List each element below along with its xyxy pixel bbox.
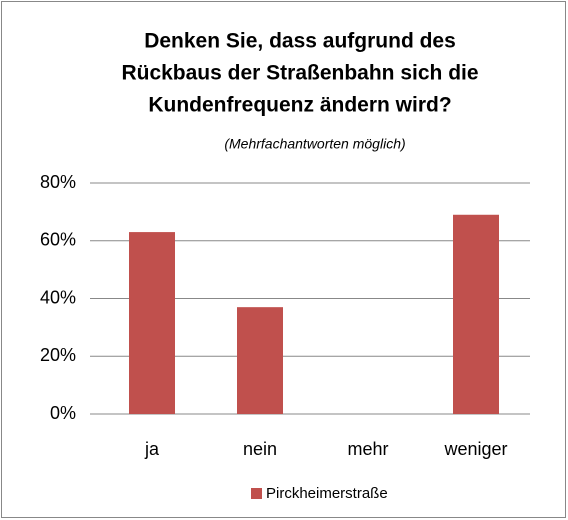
chart-title-line: Denken Sie, dass aufgrund des — [144, 30, 456, 53]
legend-label: Pirckheimerstraße — [266, 485, 388, 502]
bar — [453, 214, 499, 414]
bar — [237, 307, 283, 414]
y-tick-label: 0% — [50, 403, 76, 423]
y-tick-label: 40% — [40, 287, 76, 307]
x-tick-label: weniger — [443, 439, 507, 459]
bar — [129, 232, 175, 414]
y-tick-label: 60% — [40, 230, 76, 250]
x-tick-label: nein — [243, 439, 277, 459]
chart-title-line: Rückbaus der Straßenbahn sich die — [121, 62, 478, 85]
chart-title-line: Kundenfrequenz ändern wird? — [148, 94, 451, 117]
legend-swatch — [251, 488, 262, 499]
chart-subtitle: (Mehrfachantworten möglich) — [224, 136, 405, 152]
y-tick-label: 20% — [40, 345, 76, 365]
x-tick-label: mehr — [347, 439, 388, 459]
x-tick-label: ja — [144, 439, 160, 459]
y-tick-label: 80% — [40, 172, 76, 192]
